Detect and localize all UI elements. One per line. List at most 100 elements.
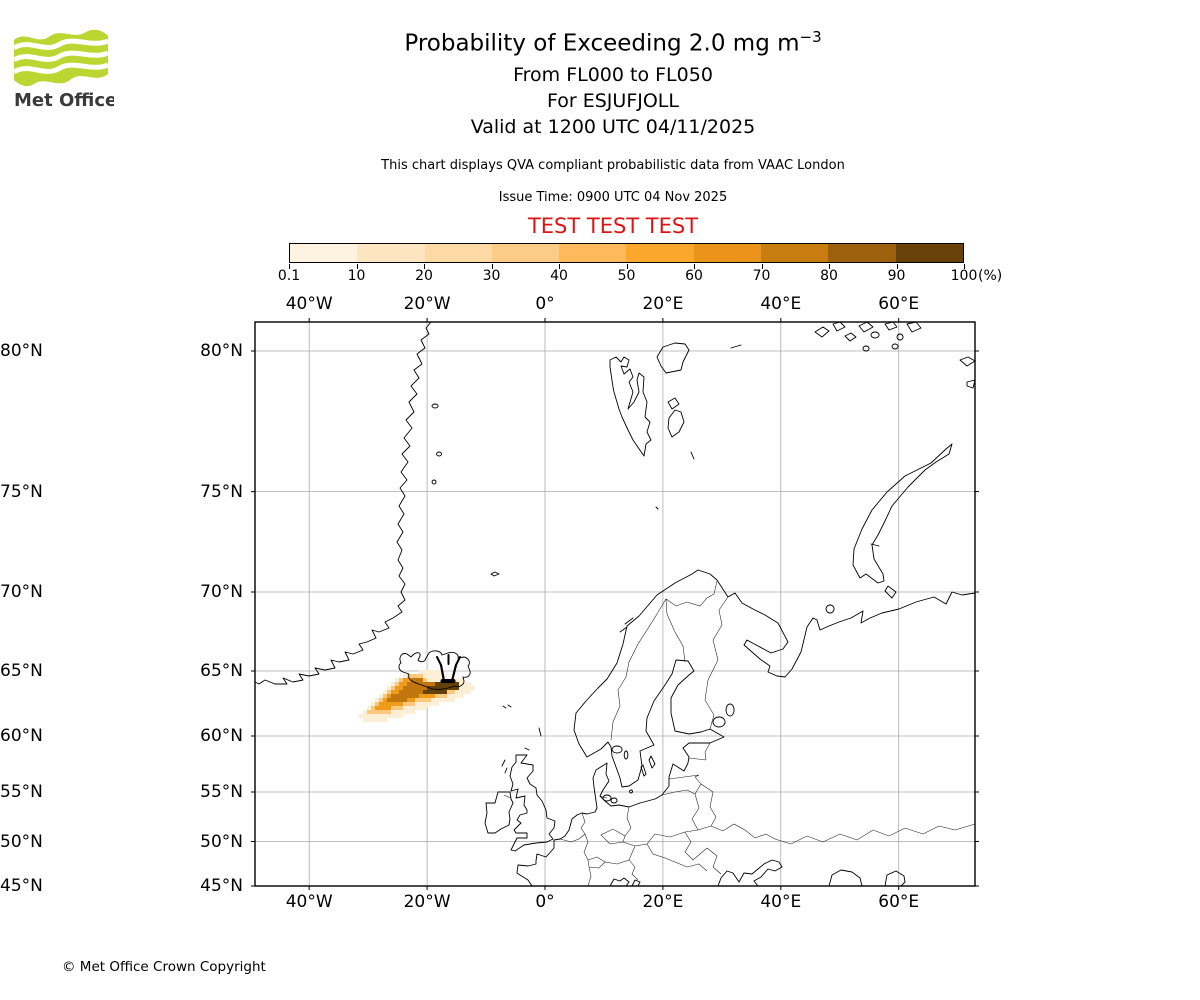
colorbar-segment-80-90	[828, 244, 896, 262]
colorbar-unit-label: (%)	[978, 268, 1003, 284]
logo-wordmark: Met Office	[14, 90, 114, 111]
colorbar-tick-label: 90	[887, 268, 906, 284]
lat-label-left: 45°N	[200, 876, 243, 896]
lat-label-right: 60°N	[0, 726, 43, 746]
coast-novaya-zemlya	[825, 443, 953, 614]
map-frame	[254, 321, 976, 887]
lon-label-bottom: 0°	[535, 892, 555, 912]
lon-label-top: 20°W	[403, 294, 451, 314]
coast-faroe-islands	[502, 704, 512, 709]
coastlines	[254, 321, 976, 887]
colorbar-tick-label: 40	[550, 268, 568, 284]
lat-label-right: 70°N	[0, 582, 43, 602]
colorbar-tick	[896, 264, 898, 269]
ash-plume-overlay	[359, 670, 475, 722]
graticule-gridlines	[255, 322, 975, 886]
colorbar-segment-0.1-10	[290, 244, 358, 262]
colorbar-tick	[829, 264, 830, 269]
colorbar-tick	[964, 264, 965, 269]
lat-label-left: 60°N	[200, 726, 243, 746]
lon-label-bottom: 40°W	[285, 892, 333, 912]
lat-label-left: 75°N	[200, 481, 243, 502]
coast-ireland	[484, 791, 514, 834]
lakes-scandinavia	[611, 703, 735, 760]
lon-label-bottom: 20°E	[642, 892, 684, 912]
colorbar-tick	[424, 264, 425, 269]
coast-shetland-orkney	[524, 727, 542, 751]
lon-label-top: 20°E	[642, 294, 684, 314]
colorbar-segment-70-80	[761, 244, 829, 262]
coast-hebrides	[501, 759, 508, 774]
colorbar-tick	[356, 264, 358, 269]
issue-time: Issue Time: 0900 UTC 04 Nov 2025	[498, 190, 728, 205]
volcano-symbol	[436, 654, 461, 683]
logo-waves-icon	[14, 29, 109, 87]
coast-greenland-islets	[431, 403, 442, 485]
lat-label-left: 50°N	[200, 831, 243, 852]
met-office-logo: Met Office	[14, 29, 114, 111]
colorbar-segment-10-20	[357, 244, 425, 262]
colorbar-tick	[761, 264, 763, 269]
coast-franz-josef-land	[814, 321, 976, 389]
coast-caspian-aral	[828, 869, 906, 887]
lat-label-left: 65°N	[200, 661, 243, 681]
subtitle-valid-time: Valid at 1200 UTC 04/11/2025	[470, 116, 756, 138]
colorbar-tick-label: 80	[820, 268, 838, 284]
coast-continent	[516, 569, 976, 887]
title-exponent: −3	[799, 28, 822, 46]
lat-label-right: 50°N	[0, 831, 43, 852]
country-borders	[503, 580, 976, 887]
colorbar-tick	[626, 264, 628, 269]
colorbar-segment-20-30	[424, 244, 492, 262]
colorbar-tick-label: 70	[752, 268, 771, 284]
colorbar-tick-label: 30	[482, 268, 501, 284]
colorbar-tick	[491, 264, 493, 269]
lat-label-right: 80°N	[0, 341, 43, 361]
lat-label-left: 80°N	[200, 341, 243, 361]
lon-label-top: 40°W	[285, 294, 333, 314]
colorbar-segment-90-100	[895, 244, 963, 262]
lon-label-bottom: 40°E	[760, 892, 802, 912]
lon-label-bottom: 60°E	[878, 892, 920, 912]
coast-greenland	[254, 321, 432, 685]
lat-label-left: 70°N	[200, 582, 243, 602]
colorbar-tick-label: 20	[415, 268, 433, 284]
lon-label-top: 60°E	[878, 294, 920, 314]
lat-label-right: 65°N	[0, 661, 43, 681]
probability-colorbar	[289, 243, 964, 263]
copyright-notice: © Met Office Crown Copyright	[62, 959, 266, 975]
colorbar-tick	[694, 264, 695, 269]
coast-lofoten	[619, 617, 634, 633]
page-title: Probability of Exceeding 2.0 mg m−3	[404, 28, 822, 57]
coast-jan-mayen	[490, 571, 500, 577]
colorbar-segment-50-60	[626, 244, 694, 262]
colorbar-tick-label: 50	[617, 268, 636, 284]
axis-tick-marks	[251, 318, 979, 890]
lon-label-bottom: 20°W	[403, 892, 451, 912]
coast-baltic-islands	[629, 755, 656, 794]
lat-label-right: 55°N	[0, 782, 43, 802]
map-canvas	[251, 318, 979, 890]
coast-black-sea	[717, 859, 783, 887]
qva-note: This chart displays QVA compliant probab…	[381, 158, 845, 173]
lon-label-top: 0°	[535, 294, 555, 314]
coast-great-britain	[509, 754, 556, 852]
plume-level-ge-60pct	[387, 678, 435, 702]
colorbar-tick	[559, 264, 560, 269]
colorbar-tick	[289, 264, 290, 269]
colorbar-segment-60-70	[693, 244, 762, 262]
coast-svalbard	[609, 342, 742, 510]
colorbar-segment-30-40	[491, 244, 560, 262]
plume-level-ge-80pct	[423, 682, 459, 694]
colorbar-segment-40-50	[559, 244, 627, 262]
coast-adriatic	[609, 877, 641, 887]
subtitle-flight-levels: From FL000 to FL050	[513, 64, 713, 86]
coast-danish-islands	[602, 794, 618, 804]
lat-label-right: 45°N	[0, 876, 43, 896]
colorbar-tick-label: 100	[950, 268, 978, 284]
lat-label-left: 55°N	[200, 782, 243, 802]
lat-label-right: 75°N	[0, 481, 43, 502]
colorbar-tick-label: 60	[685, 268, 703, 284]
colorbar-tick-label: 10	[347, 268, 366, 284]
